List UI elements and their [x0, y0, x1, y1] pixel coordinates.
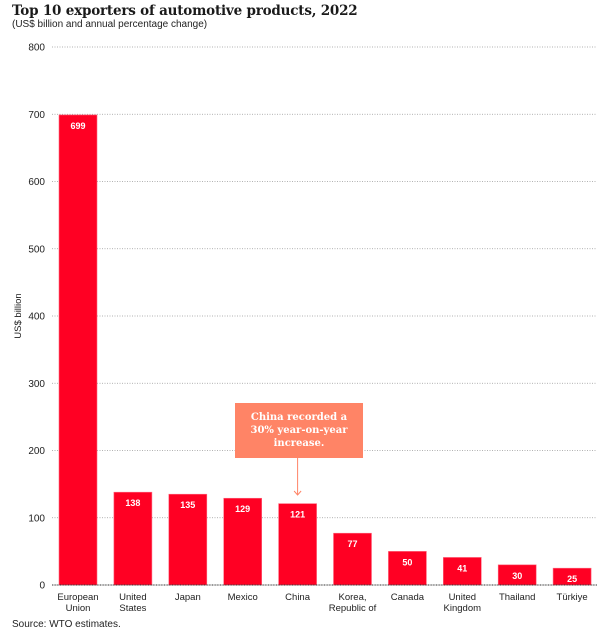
x-tick-label: Canada	[391, 592, 425, 603]
x-tick-label: European	[57, 592, 98, 603]
chart-subtitle: (US$ billion and annual percentage chang…	[12, 19, 208, 30]
bar	[333, 532, 372, 586]
bar	[58, 114, 98, 586]
y-tick-label: 200	[28, 446, 45, 457]
y-tick-label: 100	[28, 513, 45, 524]
arrow-head	[293, 490, 302, 496]
x-tick-label: Mexico	[228, 592, 258, 603]
annotation-callout: China recorded a 30% year-on-year increa…	[235, 403, 363, 458]
source-note: Source: WTO estimates.	[12, 619, 121, 630]
x-tick-label: Kingdom	[444, 603, 482, 614]
x-tick-label: States	[119, 603, 146, 614]
data-label: 50	[402, 557, 412, 567]
bar	[168, 493, 208, 586]
x-tick-label: Thailand	[499, 592, 535, 603]
bar	[113, 491, 153, 586]
data-labels: 699 138 135 129 121 77 50 41 30 25	[70, 121, 577, 584]
data-label: 699	[70, 121, 85, 131]
y-axis-label: US$ billion	[13, 293, 24, 338]
x-tick-label: China	[285, 592, 311, 603]
y-tick-label: 0	[39, 581, 45, 592]
data-label: 138	[125, 498, 140, 508]
data-label: 129	[235, 504, 250, 514]
y-tick-label: 500	[28, 244, 45, 255]
bar	[442, 557, 482, 586]
y-tick-label: 300	[28, 379, 45, 390]
bar	[497, 564, 537, 586]
bar	[223, 497, 262, 586]
x-tick-label: United	[449, 592, 476, 603]
data-label: 77	[347, 539, 357, 549]
bars	[58, 114, 592, 586]
data-label: 30	[512, 571, 522, 581]
data-label: 135	[180, 500, 195, 510]
x-tick-label: Union	[66, 603, 91, 614]
x-tick-label: Türkiye	[557, 592, 588, 603]
x-tick-label: United	[119, 592, 146, 603]
y-tick-label: 400	[28, 312, 45, 323]
y-tick-label: 600	[28, 177, 45, 188]
bar	[388, 551, 427, 586]
x-tick-label: Korea,	[339, 592, 367, 603]
data-label: 25	[567, 574, 577, 584]
x-tick-label: Republic of	[329, 603, 377, 614]
y-tick-label: 700	[28, 110, 45, 121]
y-tick-label: 800	[28, 43, 45, 54]
annotation-arrow	[293, 458, 302, 496]
y-axis-ticks: 0 100 200 300 400 500 600 700 800	[28, 43, 45, 592]
data-label: 121	[290, 510, 305, 520]
chart-title: Top 10 exporters of automotive products,…	[12, 3, 358, 19]
data-label: 41	[457, 563, 467, 573]
x-tick-label: Japan	[175, 592, 201, 603]
